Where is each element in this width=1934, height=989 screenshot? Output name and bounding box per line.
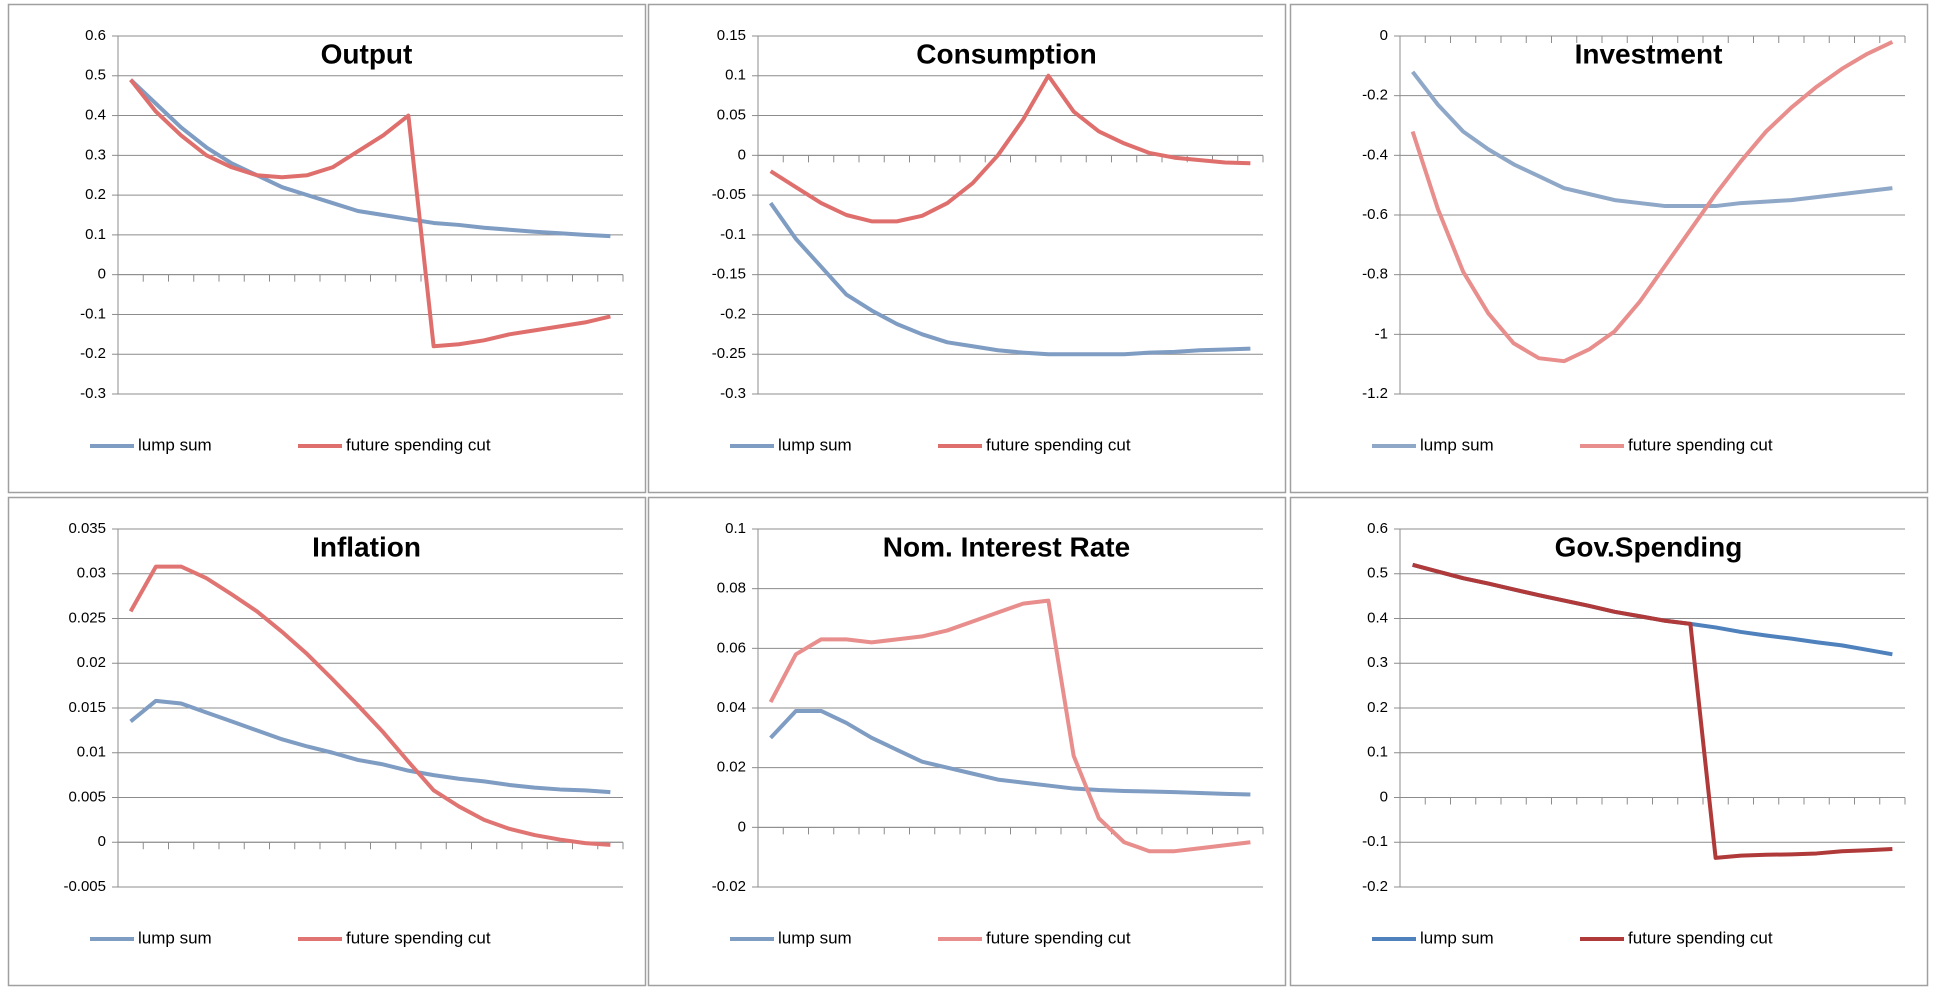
y-tick-label: 0.015 bbox=[68, 699, 106, 716]
y-tick-label: -1.2 bbox=[1362, 385, 1388, 402]
y-tick-label: -1 bbox=[1375, 325, 1388, 342]
panel-border bbox=[7, 496, 647, 987]
y-tick-label: 0.03 bbox=[77, 565, 106, 582]
y-tick-label: -0.6 bbox=[1362, 206, 1388, 223]
chart-panel: -0.2 -0.1 0 0.1 0.2 0.3 0.4 0.5 0.6 Gov.Spending l… bbox=[1289, 496, 1929, 987]
y-tick-label: -0.005 bbox=[63, 878, 106, 895]
series-line bbox=[1412, 562, 1893, 860]
y-tick-label: 0.4 bbox=[1367, 609, 1388, 626]
y-tick-label: -0.2 bbox=[720, 305, 746, 322]
y-tick-label: 0.02 bbox=[717, 759, 746, 776]
y-tick-label: 0.3 bbox=[1367, 654, 1388, 671]
y-tick-label: 0.005 bbox=[68, 788, 106, 805]
y-tick-label: 0.1 bbox=[725, 520, 746, 537]
chart-panel: -0.3 -0.25 -0.2 -0.15 -0.1 -0.05 0 0.05 0.1 0.15 C… bbox=[647, 3, 1287, 494]
y-tick-label: -0.8 bbox=[1362, 266, 1388, 283]
legend-label: future spending cut bbox=[1628, 928, 1773, 947]
y-tick-label: -0.15 bbox=[712, 266, 746, 283]
legend-label: lump sum bbox=[1420, 435, 1494, 454]
panel-border bbox=[7, 3, 647, 494]
y-tick-label: 0.02 bbox=[77, 654, 106, 671]
y-tick-label: 0.04 bbox=[717, 699, 746, 716]
y-tick-label: 0.1 bbox=[85, 226, 106, 243]
y-tick-label: 0.08 bbox=[717, 580, 746, 597]
y-tick-label: -0.2 bbox=[1362, 878, 1388, 895]
legend-label: lump sum bbox=[138, 928, 212, 947]
chart-title: Inflation bbox=[312, 531, 421, 562]
chart-title: Consumption bbox=[916, 38, 1096, 69]
series-line bbox=[128, 564, 611, 847]
legend-label: lump sum bbox=[778, 928, 852, 947]
y-tick-label: 0.01 bbox=[77, 744, 106, 761]
y-tick-label: -0.25 bbox=[712, 345, 746, 362]
chart-title: Gov.Spending bbox=[1555, 531, 1743, 562]
chart-panel: -0.005 0 0.005 0.01 0.015 0.02 0.025 0.03 0.035 I… bbox=[7, 496, 647, 987]
y-tick-label: 0.4 bbox=[85, 107, 106, 124]
legend-label: future spending cut bbox=[346, 435, 491, 454]
y-tick-label: 0.025 bbox=[68, 609, 106, 626]
y-tick-label: 0.2 bbox=[85, 186, 106, 203]
y-tick-label: -0.02 bbox=[712, 878, 746, 895]
panel-border bbox=[647, 3, 1287, 494]
y-tick-label: 0.6 bbox=[1367, 520, 1388, 537]
y-tick-label: 0.5 bbox=[85, 67, 106, 84]
chart-title: Nom. Interest Rate bbox=[883, 531, 1130, 562]
legend-label: future spending cut bbox=[986, 435, 1131, 454]
legend-label: future spending cut bbox=[986, 928, 1131, 947]
y-tick-label: 0 bbox=[1380, 788, 1388, 805]
series-line bbox=[768, 201, 1251, 357]
y-tick-label: -0.2 bbox=[80, 345, 106, 362]
y-tick-label: 0.06 bbox=[717, 639, 746, 656]
chart-title: Output bbox=[321, 38, 413, 69]
y-tick-label: 0.3 bbox=[85, 146, 106, 163]
y-tick-label: -0.1 bbox=[720, 226, 746, 243]
panel-border bbox=[647, 496, 1287, 987]
legend-label: future spending cut bbox=[1628, 435, 1773, 454]
y-tick-label: 0 bbox=[738, 818, 746, 835]
series-line bbox=[129, 698, 611, 795]
y-tick-label: -0.4 bbox=[1362, 146, 1388, 163]
series-line bbox=[769, 73, 1251, 224]
legend-label: future spending cut bbox=[346, 928, 491, 947]
y-tick-label: 0 bbox=[98, 833, 106, 850]
series-line bbox=[1410, 40, 1894, 364]
y-tick-label: 0.2 bbox=[1367, 699, 1388, 716]
series-line bbox=[129, 78, 611, 349]
panel-border bbox=[1289, 496, 1929, 987]
series-line bbox=[768, 598, 1251, 854]
legend-label: lump sum bbox=[138, 435, 212, 454]
y-tick-label: 0.15 bbox=[717, 27, 746, 44]
legend-label: lump sum bbox=[778, 435, 852, 454]
chart-panel: -0.3 -0.2 -0.1 0 0.1 0.2 0.3 0.4 0.5 0.6 Output lum… bbox=[7, 3, 647, 494]
y-tick-label: 0.5 bbox=[1367, 565, 1388, 582]
y-tick-label: 0 bbox=[738, 146, 746, 163]
y-tick-label: 0.05 bbox=[717, 107, 746, 124]
y-tick-label: 0.1 bbox=[725, 67, 746, 84]
y-tick-label: 0 bbox=[98, 266, 106, 283]
chart-panel: -0.02 0 0.02 0.04 0.06 0.08 0.1 Nom. Interest R… bbox=[647, 496, 1287, 987]
y-tick-label: 0 bbox=[1380, 27, 1388, 44]
series-line bbox=[769, 708, 1251, 797]
y-tick-label: -0.05 bbox=[712, 186, 746, 203]
y-tick-label: 0.1 bbox=[1367, 744, 1388, 761]
chart-title: Investment bbox=[1575, 38, 1723, 69]
chart-panel: -1.2 -1 -0.8 -0.6 -0.4 -0.2 0 Investment lump su… bbox=[1289, 3, 1929, 494]
y-tick-label: 0.6 bbox=[85, 27, 106, 44]
y-tick-label: -0.2 bbox=[1362, 87, 1388, 104]
y-tick-label: -0.1 bbox=[80, 305, 106, 322]
series-line bbox=[1411, 70, 1893, 209]
legend-label: lump sum bbox=[1420, 928, 1494, 947]
y-tick-label: -0.3 bbox=[80, 385, 106, 402]
series-line bbox=[129, 78, 611, 239]
y-tick-label: -0.3 bbox=[720, 385, 746, 402]
y-tick-label: -0.1 bbox=[1362, 833, 1388, 850]
y-tick-label: 0.035 bbox=[68, 520, 106, 537]
